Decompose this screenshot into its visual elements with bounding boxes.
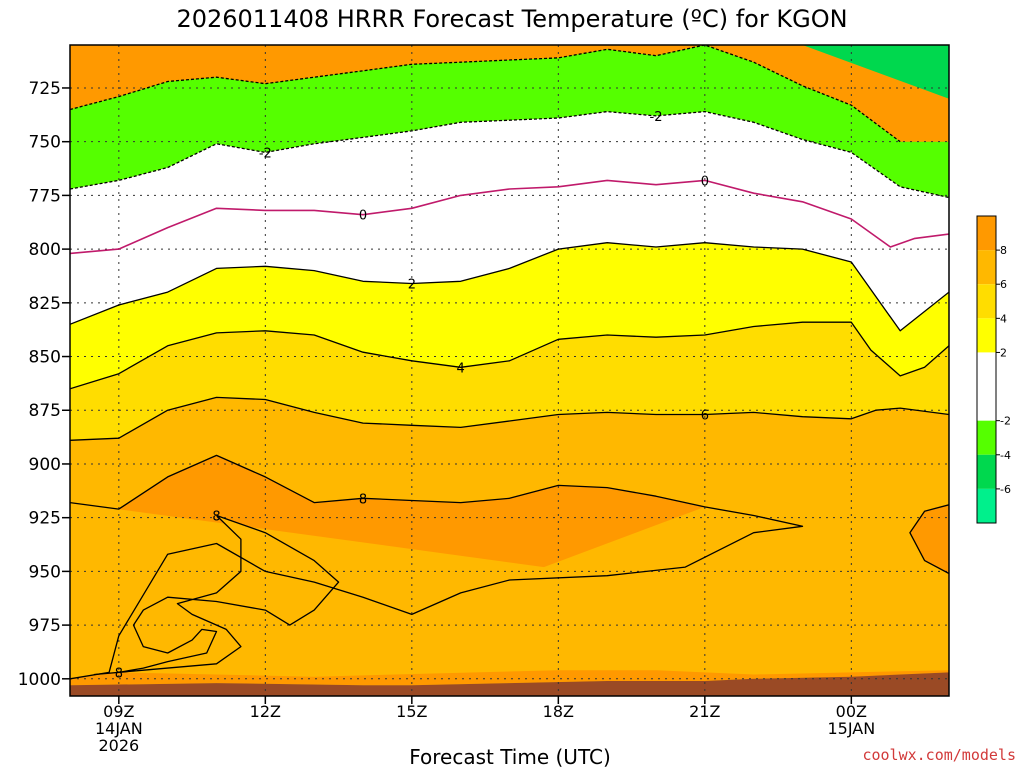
x-axis-label: Forecast Time (UTC) xyxy=(409,745,611,768)
isotherm-minus2-1 xyxy=(70,110,949,199)
contour-label-6: 6 xyxy=(701,409,709,424)
y-tick-label-750: 750 xyxy=(29,133,61,153)
colorbar-band-5 xyxy=(977,386,996,421)
band-6-to-8-lower xyxy=(70,506,949,696)
colorbar-band-3 xyxy=(977,318,996,353)
colorbar-label-0: 8 xyxy=(1000,244,1007,257)
band-minus2-to-2 xyxy=(70,111,949,331)
band-2-to-4 xyxy=(70,242,949,389)
contour-label-2: 0 xyxy=(359,209,367,224)
contour-labels: -2 -2 0 0 2 4 6 8 8 8 xyxy=(115,110,709,681)
y-tick-label-1000: 1000 xyxy=(18,670,61,690)
colorbar-label-4: -2 xyxy=(1000,415,1011,428)
isotherm-0-2 xyxy=(70,179,949,255)
y-tick-label-875: 875 xyxy=(29,401,61,421)
y-tick-label-950: 950 xyxy=(29,562,61,582)
y-tick-label-800: 800 xyxy=(29,240,61,260)
isotherm-8-8 xyxy=(909,504,949,575)
isotherm-8-7 xyxy=(93,514,340,676)
colorbar-label-3: 2 xyxy=(1000,346,1007,359)
plot-frame xyxy=(69,44,950,697)
colorbar-band-2 xyxy=(977,284,996,319)
colorbar-legend: 8 6 4 2 -2 -4 -6 xyxy=(976,215,1011,524)
contour-label-4: 2 xyxy=(408,277,416,292)
x-tick-label-15-0: 15Z xyxy=(396,702,427,721)
y-tick-label-925: 925 xyxy=(29,509,61,529)
colorbar-band-8 xyxy=(977,488,996,523)
colorbar-label-6: -6 xyxy=(1000,483,1011,496)
plot-area: -2 -2 0 0 2 4 6 8 8 8 xyxy=(70,45,949,696)
colorbar-label-2: 4 xyxy=(1000,312,1007,325)
ground xyxy=(70,672,949,696)
y-tick-label-775: 775 xyxy=(29,186,61,206)
isotherm-6-5 xyxy=(70,396,949,441)
x-tick-label-18-0: 18Z xyxy=(543,702,574,721)
y-tick-label-825: 825 xyxy=(29,294,61,314)
isotherm-contours xyxy=(70,45,949,680)
contour-label-3: 0 xyxy=(701,174,709,189)
contour-label-5: 4 xyxy=(457,361,465,376)
colorbar-band-4 xyxy=(977,352,996,387)
x-tick-label-24-0: 00Z xyxy=(836,702,867,721)
credit-text: coolwx.com/models xyxy=(862,746,1016,764)
colorbar-band-1 xyxy=(977,250,996,285)
x-tick-label-9-0: 09Z xyxy=(103,702,134,721)
chart-title: 2026011408 HRRR Forecast Temperature (ºC… xyxy=(176,5,847,33)
contour-label-9: 8 xyxy=(115,666,123,681)
isotherm-minus4-0 xyxy=(70,45,901,143)
isotherm-8-6 xyxy=(70,454,804,680)
temperature-fills xyxy=(70,45,949,696)
contour-label-7: 8 xyxy=(359,492,367,507)
x-tick-label-21-0: 21Z xyxy=(689,702,720,721)
x-tick-label-12-0: 12Z xyxy=(250,702,281,721)
colorbar-band-6 xyxy=(977,420,996,455)
y-axis: 725 750 775 800 825 850 875 900 925 950 975 1000 xyxy=(18,79,70,690)
band-near-surface xyxy=(70,670,949,686)
contour-label-0: -2 xyxy=(259,146,272,161)
colorbar-band-7 xyxy=(977,454,996,489)
y-tick-label-975: 975 xyxy=(29,616,61,636)
x-tick-label-24-1: 15JAN xyxy=(827,719,875,738)
band-4-to-6 xyxy=(70,322,949,441)
y-tick-label-900: 900 xyxy=(29,455,61,475)
x-tick-label-9-2: 2026 xyxy=(98,736,139,755)
isotherm-4-4 xyxy=(70,321,949,390)
colorbar-label-5: -4 xyxy=(1000,449,1011,462)
band-minus6-to-minus4 xyxy=(802,45,949,99)
colorbar-band-0 xyxy=(977,216,996,251)
band-minus4-to-minus2 xyxy=(70,45,949,198)
contour-label-1: -2 xyxy=(650,110,663,125)
colorbar-label-1: 6 xyxy=(1000,278,1007,291)
y-tick-label-850: 850 xyxy=(29,348,61,368)
colorbar-frame xyxy=(976,215,997,524)
y-tick-label-725: 725 xyxy=(29,79,61,99)
contour-label-8: 8 xyxy=(212,510,220,525)
band-8-to-10-right xyxy=(909,504,949,574)
isotherm-2-3 xyxy=(70,242,949,332)
x-tick-label-9-1: 14JAN xyxy=(95,719,143,738)
